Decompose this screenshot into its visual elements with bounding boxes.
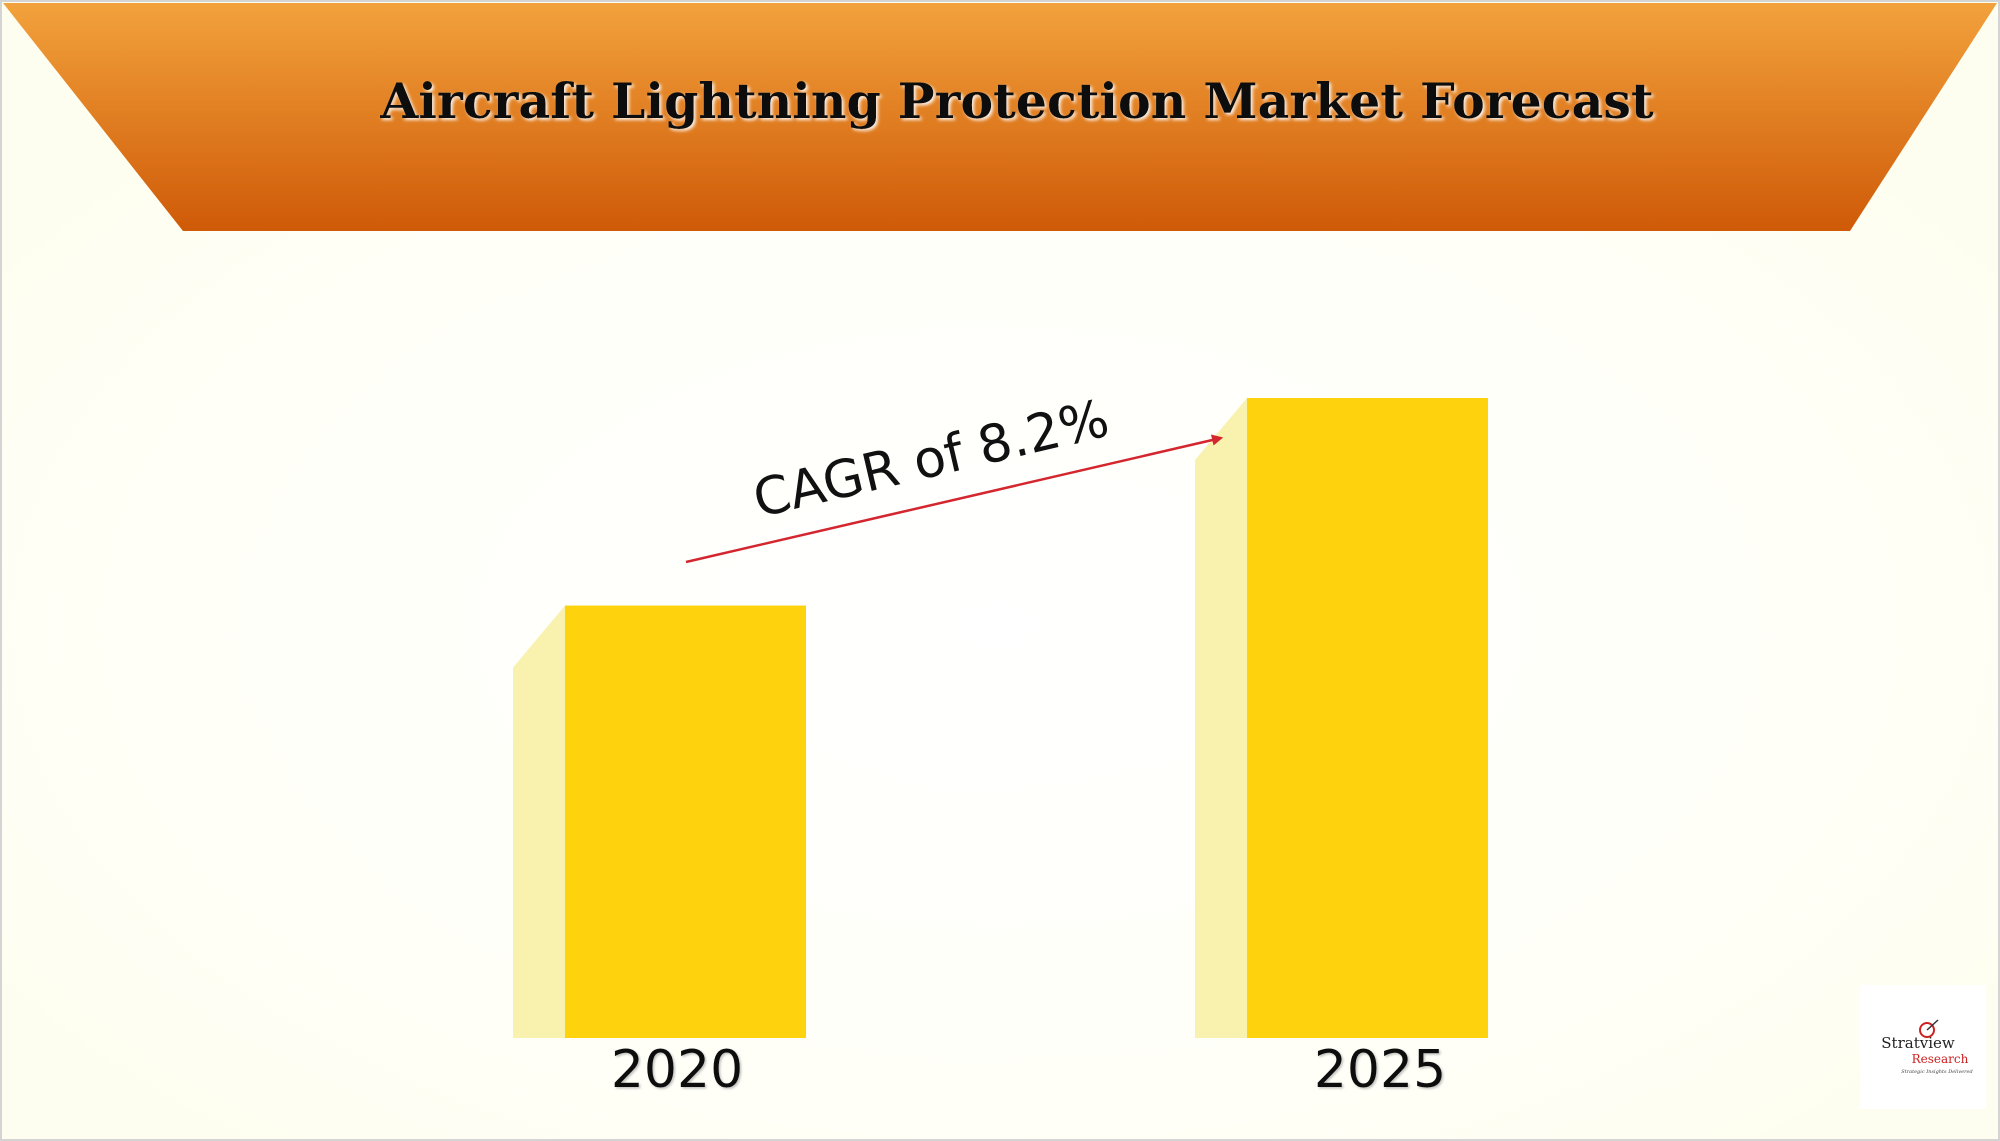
bar-2020	[565, 605, 806, 1038]
bars: 2020 2025	[513, 398, 1488, 1100]
logo-sub: Research	[1912, 1052, 1969, 1066]
company-logo: Stratview Research Strategic Insights De…	[1860, 985, 1986, 1109]
x-tick-label-2025: 2025	[1314, 1040, 1446, 1100]
logo-target-icon	[1919, 1022, 1935, 1038]
logo-tagline: Strategic Insights Delivered	[1901, 1069, 1972, 1075]
chart-title: Aircraft Lightning Protection Market For…	[379, 72, 1654, 130]
x-tick-label-2020: 2020	[611, 1040, 743, 1100]
bar-side-2025	[1195, 398, 1247, 1038]
logo-name: Stratview	[1881, 1034, 1955, 1052]
bar-side-2020	[513, 605, 565, 1038]
bar-2025	[1247, 398, 1488, 1038]
title-banner	[3, 3, 1997, 231]
cagr-arrow	[685, 434, 1224, 564]
